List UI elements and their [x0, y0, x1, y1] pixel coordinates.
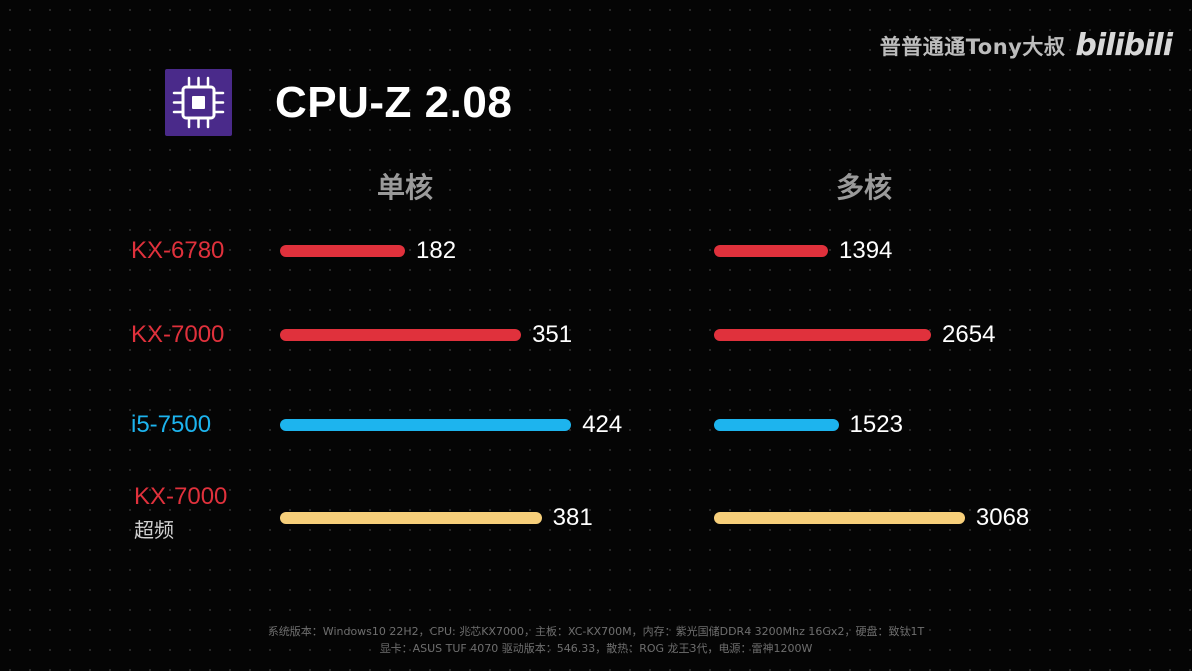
bar-multi-core — [714, 512, 965, 524]
footer-line-2: 显卡：ASUS TUF 4070 驱动版本：546.33，散热：ROG 龙王3代… — [379, 642, 813, 655]
data-label-single-core: 182 — [416, 237, 457, 264]
bilibili-logo: bilibili — [1075, 28, 1173, 63]
data-label-single-core: 381 — [552, 504, 593, 531]
row-label: i5-7500 — [131, 411, 212, 438]
bar-single-core — [280, 329, 522, 341]
row-label: KX-7000 — [131, 321, 225, 348]
bar-single-core — [280, 245, 405, 257]
data-label-single-core: 351 — [532, 321, 573, 348]
data-label-multi-core: 3068 — [975, 504, 1030, 531]
watermark: 普普通通Tony大叔 bilibili — [879, 28, 1173, 63]
bar-single-core — [280, 512, 542, 524]
row-sublabel: 超频 — [134, 518, 174, 542]
data-label-multi-core: 2654 — [942, 321, 996, 348]
footer-line-1: 系统版本：Windows10 22H2，CPU: 兆芯KX7000，主板：XC-… — [267, 625, 925, 638]
panel-header-multi-core: 多核 — [836, 171, 893, 204]
cpu-chip-icon — [165, 69, 232, 136]
data-label-single-core: 424 — [582, 411, 623, 438]
row-label: KX-6780 — [131, 237, 225, 264]
data-label-multi-core: 1394 — [839, 237, 893, 264]
bar-multi-core — [714, 419, 839, 431]
watermark-author: 普普通通Tony大叔 — [879, 34, 1066, 59]
data-label-multi-core: 1523 — [849, 411, 903, 438]
row-label: KX-7000 — [134, 483, 228, 510]
bar-multi-core — [714, 329, 932, 341]
bar-single-core — [280, 419, 572, 431]
bar-multi-core — [714, 245, 828, 257]
panel-header-single-core: 单核 — [377, 171, 434, 204]
chart-title: CPU-Z 2.08 — [275, 78, 513, 127]
